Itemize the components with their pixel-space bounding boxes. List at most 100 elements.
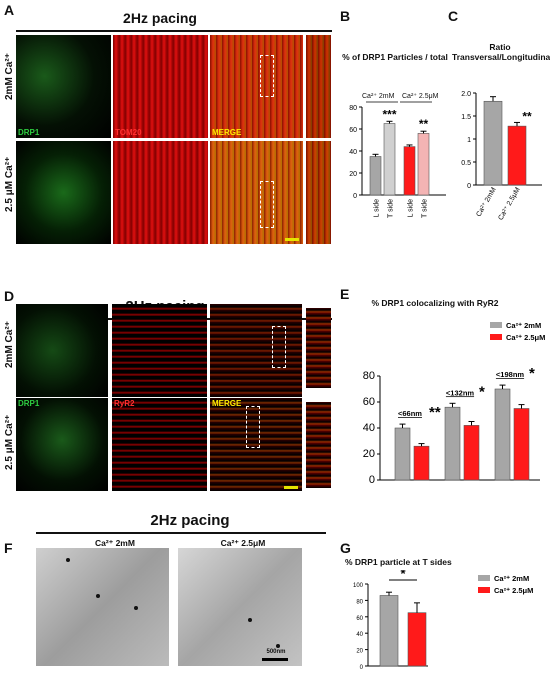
chart-e-legend-label: Ca²⁺ 2.5μM xyxy=(506,333,545,342)
panel-letter-g: G xyxy=(340,540,351,556)
chart-c-bar xyxy=(483,100,503,186)
chart-e-y-tick-label: 80 xyxy=(363,370,375,382)
chart-g-bar xyxy=(407,612,427,667)
chart-g-legend-swatch xyxy=(478,587,490,593)
panel-a-row-label-1: 2mM Ca²⁺ xyxy=(4,53,15,100)
scale-bar xyxy=(285,238,299,241)
chart-e-bar xyxy=(463,425,480,481)
chart-e-bar xyxy=(394,427,411,481)
micrograph-a-zoom-2mm xyxy=(306,35,331,138)
panel-f-title: 2Hz pacing xyxy=(150,512,230,529)
roi-box xyxy=(246,406,260,448)
panel-a-title-rule xyxy=(16,30,332,32)
chart-b-bar xyxy=(403,146,416,196)
chart-e-legend-swatch xyxy=(490,322,502,328)
chart-e-significance: * xyxy=(529,365,535,382)
panel-f-image-label-1: Ca²⁺ 2mM xyxy=(95,538,135,548)
scale-bar xyxy=(284,486,298,489)
chart-g-y-tick-label: 60 xyxy=(356,616,363,622)
chart-g-y-tick-label: 20 xyxy=(356,649,363,655)
micrograph-a-tom20-25um xyxy=(113,141,208,244)
chart-e-category-label: <132nm xyxy=(446,388,474,397)
chart-b-y-tick-label: 80 xyxy=(349,105,357,112)
chart-g-y-tick-label: 80 xyxy=(356,599,363,605)
em-image-2mm xyxy=(36,548,169,666)
channel-label-merge: MERGE xyxy=(212,399,242,408)
em-image-25um: 500nm xyxy=(178,548,302,666)
chart-b-bar xyxy=(417,133,430,196)
chart-e-y-tick-label: 60 xyxy=(363,396,375,408)
micrograph-a-drp1-25um xyxy=(16,141,111,244)
chart-b-group-label-2: Ca²⁺ 2.5μM xyxy=(402,93,439,100)
micrograph-a-merge-25um xyxy=(210,141,303,244)
chart-e-category-label: <66nm xyxy=(398,409,422,418)
panel-f-title-rule xyxy=(36,532,326,534)
chart-c-y-tick-label: 2.0 xyxy=(461,91,471,98)
chart-g-significance: * xyxy=(400,570,406,581)
chart-c-y-tick-label: 0 xyxy=(467,183,471,190)
chart-g-y-tick-label: 100 xyxy=(353,583,364,589)
em-particle xyxy=(96,594,100,598)
chart-b-significance: *** xyxy=(382,107,396,121)
micrograph-d-zoom-2mm xyxy=(306,308,331,388)
chart-b-y-tick-label: 60 xyxy=(349,127,357,134)
panel-d-row-label-2: 2.5 μM Ca²⁺ xyxy=(4,414,15,470)
micrograph-a-zoom-25um xyxy=(306,141,331,244)
chart-b-x-tick-label: T side xyxy=(422,199,429,218)
chart-e-bar xyxy=(513,408,530,481)
chart-b-group-label-1: Ca²⁺ 2mM xyxy=(362,93,395,100)
micrograph-d-zoom-25um xyxy=(306,402,331,488)
chart-g-title: % DRP1 particle at T sides xyxy=(345,557,452,567)
micrograph-a-drp1-2mm xyxy=(16,35,111,138)
chart-e-title: % DRP1 colocalizing with RyR2 xyxy=(371,298,499,308)
chart-e-significance: * xyxy=(479,383,485,400)
chart-c-x-tick-label: Ca²⁺ 2.5μM xyxy=(497,186,521,221)
chart-e-y-tick-label: 40 xyxy=(363,422,375,434)
roi-box xyxy=(272,326,286,368)
chart-c-y-tick-label: 1 xyxy=(467,137,471,144)
panel-letter-e: E xyxy=(340,286,350,302)
em-particle xyxy=(66,558,70,562)
panel-f-image-label-2: Ca²⁺ 2.5μM xyxy=(220,538,266,548)
panel-letter-c: C xyxy=(448,8,459,24)
channel-label-drp1: DRP1 xyxy=(18,399,40,408)
em-scale-bar xyxy=(262,658,288,661)
chart-e-legend-swatch xyxy=(490,334,502,340)
chart-e-significance: ** xyxy=(429,404,441,421)
chart-g-legend-swatch xyxy=(478,575,490,581)
micrograph-d-drp1-2mm xyxy=(16,304,108,397)
chart-b: 0 20 40 60 80 L side *** T side L side ** T side xyxy=(349,101,446,218)
roi-box xyxy=(260,55,274,97)
chart-e-category-label: <198nm xyxy=(496,370,524,379)
chart-e-bar xyxy=(494,388,511,481)
chart-g-legend-label: Ca²⁺ 2.5μM xyxy=(494,586,533,595)
micrograph-d-drp1-25um xyxy=(16,398,108,491)
chart-e: 0 20 40 60 80 <66nm ** <132nm * <198nm * Ca²⁺ 2mM Ca… xyxy=(363,321,546,486)
micrograph-a-tom20-2mm xyxy=(113,35,208,138)
chart-c-y-tick-label: 0.5 xyxy=(461,160,471,167)
chart-g-y-tick-label: 0 xyxy=(360,665,364,671)
channel-label-drp1: DRP1 xyxy=(18,128,40,137)
panel-letter-a: A xyxy=(4,2,15,18)
micrograph-d-merge-2mm xyxy=(210,304,302,397)
chart-c-significance: ** xyxy=(522,109,532,123)
em-particle xyxy=(134,606,138,610)
chart-e-y-tick-label: 20 xyxy=(363,448,375,460)
chart-b-significance: ** xyxy=(419,117,429,131)
channel-label-merge: MERGE xyxy=(212,128,242,137)
chart-c: 0 0.5 1 1.5 2.0 Ca²⁺ 2mM ** Ca²⁺ 2.5μM xyxy=(461,91,542,222)
micrograph-a-merge-2mm xyxy=(210,35,303,138)
chart-g: 0 20 40 60 80 100 * Ca²⁺ 2mM Ca²⁺ 2.5μM xyxy=(353,570,533,671)
chart-c-bar xyxy=(507,125,527,186)
chart-c-title: Ratio Transversal/Longitudinal xyxy=(452,42,550,62)
em-scale-label: 500nm xyxy=(266,649,286,655)
chart-g-bar xyxy=(379,595,399,667)
chart-b-x-tick-label: L side xyxy=(374,199,381,218)
panel-a-row-label-2: 2.5 μM Ca²⁺ xyxy=(4,156,15,212)
chart-e-bar xyxy=(413,445,430,481)
chart-g-y-tick-label: 40 xyxy=(356,632,363,638)
micrograph-d-ryr2-2mm xyxy=(112,304,207,397)
panel-a-title: 2Hz pacing xyxy=(123,10,197,26)
panel-d-row-label-1: 2mM Ca²⁺ xyxy=(4,321,15,368)
chart-b-y-tick-label: 20 xyxy=(349,171,357,178)
